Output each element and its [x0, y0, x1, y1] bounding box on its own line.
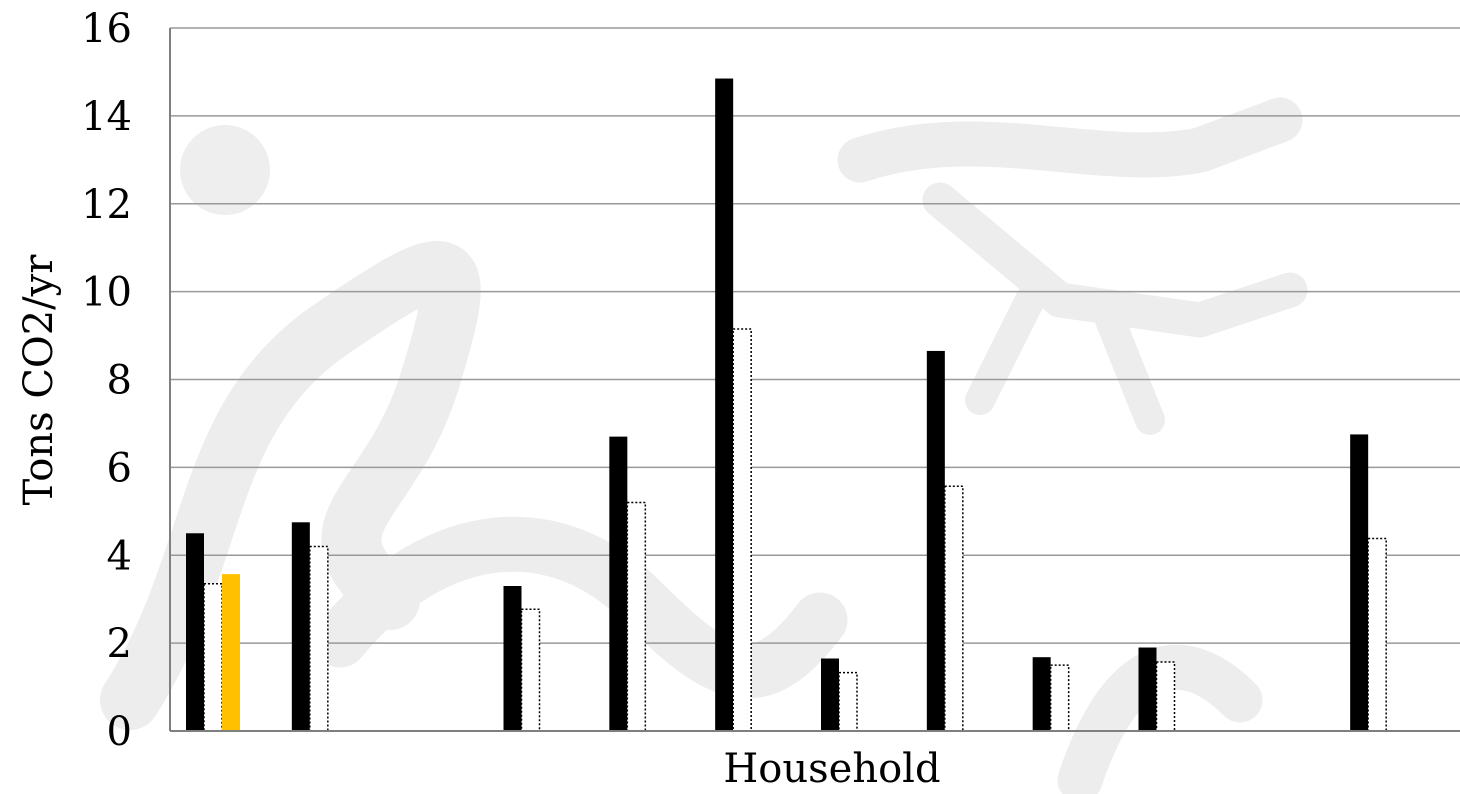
- bar-series1-group5: [609, 436, 628, 731]
- bar-series2-group8: [944, 485, 964, 732]
- y-tick-labels: 0 2 4 6 8 10 12 14 16: [81, 6, 132, 755]
- y-axis-title: Tons CO2/yr: [16, 254, 62, 506]
- watermark-figure-leg: [965, 285, 1165, 435]
- bar-series1-group4: [503, 586, 522, 731]
- y-tick-label-14: 14: [81, 94, 132, 140]
- bar-series1-group9: [1032, 657, 1051, 731]
- bar-series2-group9: [1049, 664, 1070, 732]
- y-tick-label-16: 16: [81, 6, 132, 52]
- bar-series1-group6: [715, 78, 734, 731]
- bar-series1-group1: [186, 533, 204, 731]
- y-tick-label-6: 6: [107, 445, 132, 491]
- y-tick-label-12: 12: [81, 182, 132, 228]
- watermark-curve-left: [100, 241, 481, 730]
- y-tick-label-8: 8: [107, 358, 132, 404]
- bar-series2-group7: [838, 671, 858, 732]
- bar-series2-group6: [732, 328, 752, 732]
- y-tick-label-10: 10: [81, 270, 132, 316]
- watermark-background: [100, 97, 1308, 794]
- watermark-dot: [180, 125, 270, 215]
- watermark-figure-body: [837, 97, 1303, 183]
- bar-series2-group12: [1367, 537, 1387, 732]
- bar-series2-group5: [626, 501, 647, 732]
- bar-series2-group1: [203, 583, 223, 732]
- bar-series2-group10: [1155, 661, 1176, 732]
- y-tick-label-0: 0: [107, 709, 132, 755]
- bar-series2-group2: [309, 545, 329, 732]
- bar-series1-group8: [926, 350, 945, 731]
- gridlines: [170, 27, 1460, 644]
- watermark-figure-spine: [922, 182, 1308, 338]
- bar-series1-group10: [1138, 647, 1157, 731]
- bar-series1-group2: [291, 522, 310, 731]
- bar-series1-group7: [821, 658, 839, 731]
- y-tick-label-2: 2: [107, 621, 132, 667]
- bar-series1-group12: [1350, 434, 1369, 731]
- y-tick-label-4: 4: [107, 533, 132, 579]
- bar-series2-group4: [520, 608, 541, 732]
- bar-series3-group1: [222, 574, 240, 731]
- x-axis-title: Household: [723, 746, 940, 792]
